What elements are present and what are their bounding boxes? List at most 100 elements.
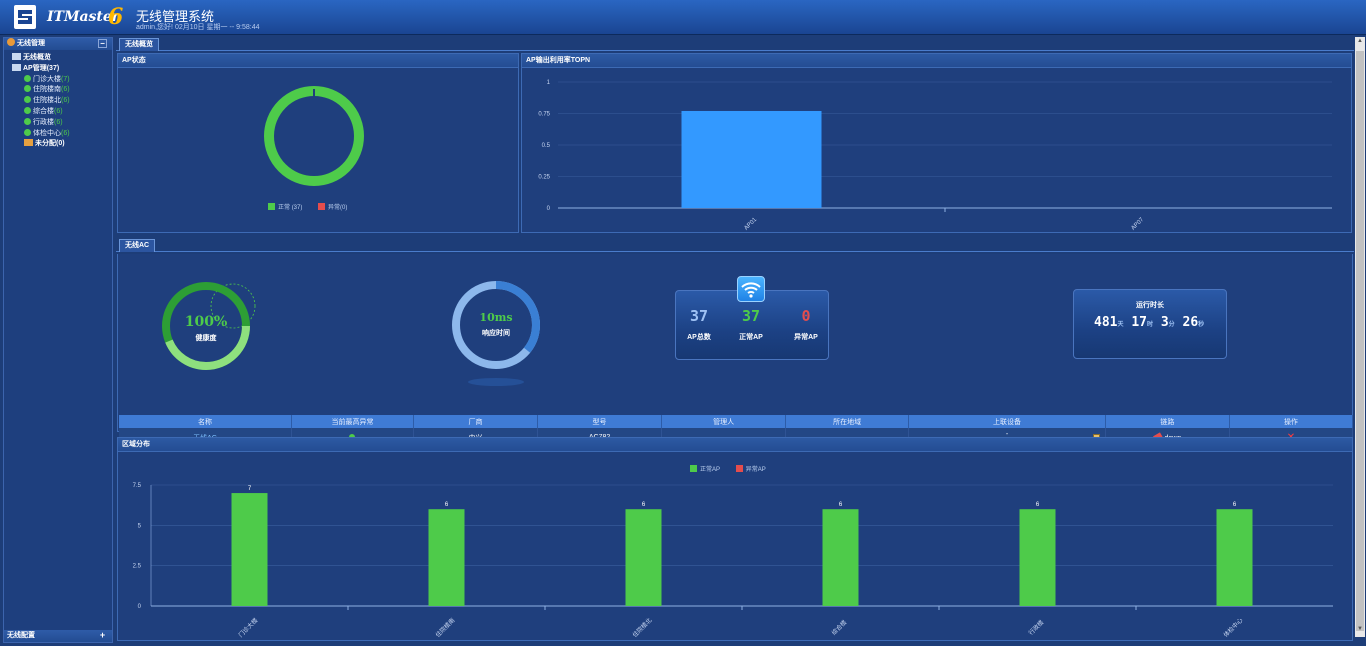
ap-status-donut bbox=[264, 86, 364, 186]
ap-normal-label: 正常AP bbox=[739, 334, 763, 341]
logo-text: ITMaster bbox=[47, 9, 120, 25]
region-title: 区域分布 bbox=[118, 438, 1352, 452]
sidebar-item-unassigned[interactable]: 未分配(0) bbox=[12, 139, 112, 150]
sidebar-item-label: 行政楼 bbox=[33, 118, 54, 126]
sidebar-item-region[interactable]: 行政楼(6) bbox=[12, 117, 112, 129]
sidebar-item-count: (6) bbox=[54, 118, 63, 126]
bar[interactable] bbox=[1216, 509, 1253, 606]
folder-icon bbox=[24, 139, 33, 147]
wifi-icon bbox=[737, 276, 765, 302]
bar[interactable] bbox=[1019, 509, 1056, 606]
health-gauge bbox=[162, 282, 256, 370]
x-tick-label: 体检中心 bbox=[1222, 616, 1245, 639]
uptime-minutes: 3 bbox=[1160, 315, 1169, 330]
sidebar-item-region[interactable]: 住院楼南(6) bbox=[12, 85, 112, 96]
region-legend: 正常AP 异常AP bbox=[690, 464, 780, 473]
scrollbar-thumb[interactable] bbox=[1356, 51, 1364, 631]
x-tick-label: 门诊大楼 bbox=[237, 616, 260, 639]
tab-overview[interactable]: 无线概览 bbox=[119, 38, 159, 51]
sidebar-header[interactable]: 无线管理 − bbox=[4, 38, 112, 50]
sidebar-item-ap-management[interactable]: AP管理(37) bbox=[12, 63, 112, 75]
x-tick-label: AP01 bbox=[743, 217, 758, 232]
y-tick-label: 5 bbox=[138, 523, 142, 529]
data-label: 6 bbox=[1036, 502, 1040, 508]
sidebar-item-count: (6) bbox=[54, 107, 63, 115]
uplink-value-1: - bbox=[1005, 430, 1009, 438]
expand-icon[interactable]: + bbox=[99, 630, 106, 640]
sidebar-footer[interactable]: 无线配置 + bbox=[4, 630, 112, 642]
x-tick-label: AP07 bbox=[1130, 217, 1145, 232]
sidebar-item-label: 未分配(0) bbox=[35, 140, 65, 148]
sidebar-item-region[interactable]: 门诊大楼(7) bbox=[12, 74, 112, 86]
region-icon bbox=[24, 106, 31, 114]
data-label: 7 bbox=[248, 486, 252, 492]
page-scrollbar[interactable]: ▲ ▼ bbox=[1355, 37, 1365, 637]
x-tick-label: 住院楼南 bbox=[434, 616, 457, 639]
logo-version: 6 bbox=[108, 4, 124, 30]
column-header: 操作 bbox=[1229, 415, 1354, 428]
ap-topn-panel: AP输出利用率TOPN 0 0.25 0.5 0.75 1 AP01 AP07 bbox=[521, 53, 1352, 233]
ap-topn-title: AP输出利用率TOPN bbox=[522, 54, 1351, 68]
scroll-up-icon[interactable]: ▲ bbox=[1357, 38, 1363, 44]
scroll-down-icon[interactable]: ▼ bbox=[1357, 626, 1363, 632]
region-icon bbox=[24, 117, 31, 125]
uptime-card: 运行时长 481天 17时 3分 26秒 bbox=[1073, 289, 1227, 359]
bar[interactable] bbox=[231, 493, 268, 606]
sidebar-item-overview[interactable]: 无线概览 bbox=[12, 53, 112, 64]
sidebar-item-region[interactable]: 体检中心(6) bbox=[12, 128, 112, 140]
legend-abnormal[interactable]: 异常(0) bbox=[318, 203, 347, 211]
response-label: 响应时间 bbox=[482, 330, 510, 337]
data-label: 6 bbox=[445, 502, 449, 508]
region-icon bbox=[24, 128, 31, 136]
ap-icon bbox=[12, 63, 21, 71]
y-tick-label: 0.25 bbox=[538, 175, 550, 181]
y-tick-label: 0.75 bbox=[538, 112, 550, 118]
ap-total-label: AP总数 bbox=[687, 334, 711, 341]
ap-status-legend: 正常 (37) 异常(0) bbox=[268, 202, 361, 211]
uptime-readout: 481天 17时 3分 26秒 bbox=[1094, 315, 1205, 330]
ap-total-value: 37 bbox=[689, 307, 709, 325]
x-tick-label: 行政楼 bbox=[1027, 618, 1045, 636]
ac-table-header: 名称 当前最高异常 厂商 型号 管理人 所在地域 上联设备 链路 操作 bbox=[119, 415, 1354, 428]
sidebar-item-region[interactable]: 住院楼北(6) bbox=[12, 96, 112, 107]
y-tick-label: 2.5 bbox=[133, 564, 142, 570]
main-content: 无线概览 AP状态 正常 (37) 异常(0) AP输出利用率TOPN 0 0.2… bbox=[116, 37, 1354, 643]
y-tick-label: 0.5 bbox=[542, 143, 551, 149]
app-header: ITMaster 6 无线管理系统 admin,您好! 02月10日 星期一 -- 9… bbox=[0, 0, 1366, 35]
monitor-icon bbox=[12, 53, 21, 60]
response-ring-highlight bbox=[452, 281, 540, 369]
response-shadow bbox=[468, 378, 524, 386]
x-tick-label: 住院楼北 bbox=[631, 616, 654, 639]
column-header: 厂商 bbox=[413, 415, 539, 428]
sidebar: 无线管理 − 无线概览 AP管理(37) 门诊大楼(7) 住院楼南(6) 住院楼北(… bbox=[3, 37, 113, 643]
sidebar-tree: 无线概览 AP管理(37) 门诊大楼(7) 住院楼南(6) 住院楼北(6) 综合楼(6… bbox=[4, 50, 112, 150]
uptime-days: 481 bbox=[1094, 315, 1118, 330]
x-tick-label: 综合楼 bbox=[830, 618, 848, 636]
bar[interactable] bbox=[681, 110, 822, 208]
uptime-title: 运行时长 bbox=[1136, 302, 1164, 309]
sidebar-item-count: (6) bbox=[61, 129, 70, 137]
column-header: 当前最高异常 bbox=[291, 415, 414, 428]
collapse-icon[interactable]: − bbox=[98, 39, 107, 48]
tab-ac[interactable]: 无线AC bbox=[119, 239, 156, 252]
legend-normal[interactable]: 正常 (37) bbox=[268, 203, 302, 211]
bar[interactable] bbox=[822, 509, 859, 606]
data-label: 6 bbox=[839, 502, 843, 508]
status-ok-icon bbox=[349, 433, 356, 440]
bar[interactable] bbox=[428, 509, 465, 606]
wireless-config-label: 无线配置 bbox=[7, 632, 35, 639]
sidebar-item-region[interactable]: 综合楼(6) bbox=[12, 106, 112, 118]
response-value: 10ms bbox=[479, 311, 513, 324]
column-header: 上联设备 bbox=[908, 415, 1106, 428]
legend-abnormal-ap[interactable]: 异常AP bbox=[735, 465, 766, 473]
legend-normal-ap[interactable]: 正常AP bbox=[690, 465, 720, 473]
column-header: 所在地域 bbox=[785, 415, 910, 428]
region-panel: 区域分布 正常AP 异常AP 0 2.5 5 7.5 7 门诊大楼 6 住院楼南 6 住院楼北 6 综… bbox=[117, 437, 1353, 641]
ap-abnormal-label: 异常AP bbox=[794, 334, 818, 341]
bar[interactable] bbox=[625, 509, 662, 606]
wireless-icon bbox=[7, 38, 15, 46]
sidebar-item-count: (6) bbox=[61, 86, 70, 94]
column-header: 链路 bbox=[1105, 415, 1230, 428]
health-value: 100% bbox=[184, 314, 228, 330]
y-tick-label: 1 bbox=[547, 80, 551, 86]
